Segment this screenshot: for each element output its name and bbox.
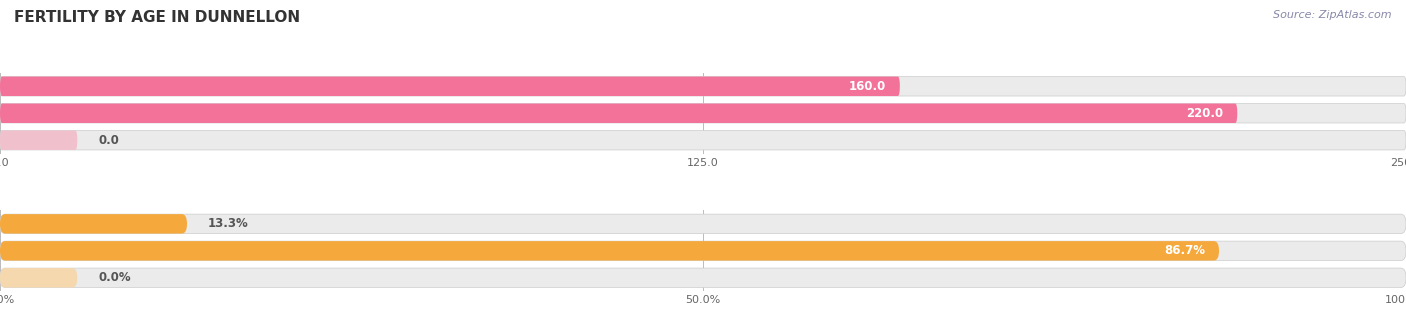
FancyBboxPatch shape [0, 76, 900, 96]
FancyBboxPatch shape [0, 104, 1237, 123]
Text: 160.0: 160.0 [849, 80, 886, 93]
FancyBboxPatch shape [0, 130, 1406, 150]
FancyBboxPatch shape [0, 130, 77, 150]
Text: 0.0%: 0.0% [98, 271, 131, 284]
FancyBboxPatch shape [0, 214, 187, 234]
FancyBboxPatch shape [0, 268, 1406, 288]
Text: 220.0: 220.0 [1187, 107, 1223, 120]
FancyBboxPatch shape [0, 268, 77, 288]
FancyBboxPatch shape [0, 104, 1406, 123]
FancyBboxPatch shape [0, 241, 1406, 260]
Text: Source: ZipAtlas.com: Source: ZipAtlas.com [1274, 10, 1392, 20]
Text: 86.7%: 86.7% [1164, 244, 1205, 257]
Text: FERTILITY BY AGE IN DUNNELLON: FERTILITY BY AGE IN DUNNELLON [14, 10, 301, 25]
Text: 13.3%: 13.3% [208, 217, 249, 230]
FancyBboxPatch shape [0, 76, 1406, 96]
Text: 0.0: 0.0 [98, 134, 120, 147]
FancyBboxPatch shape [0, 241, 1219, 260]
FancyBboxPatch shape [0, 214, 1406, 234]
